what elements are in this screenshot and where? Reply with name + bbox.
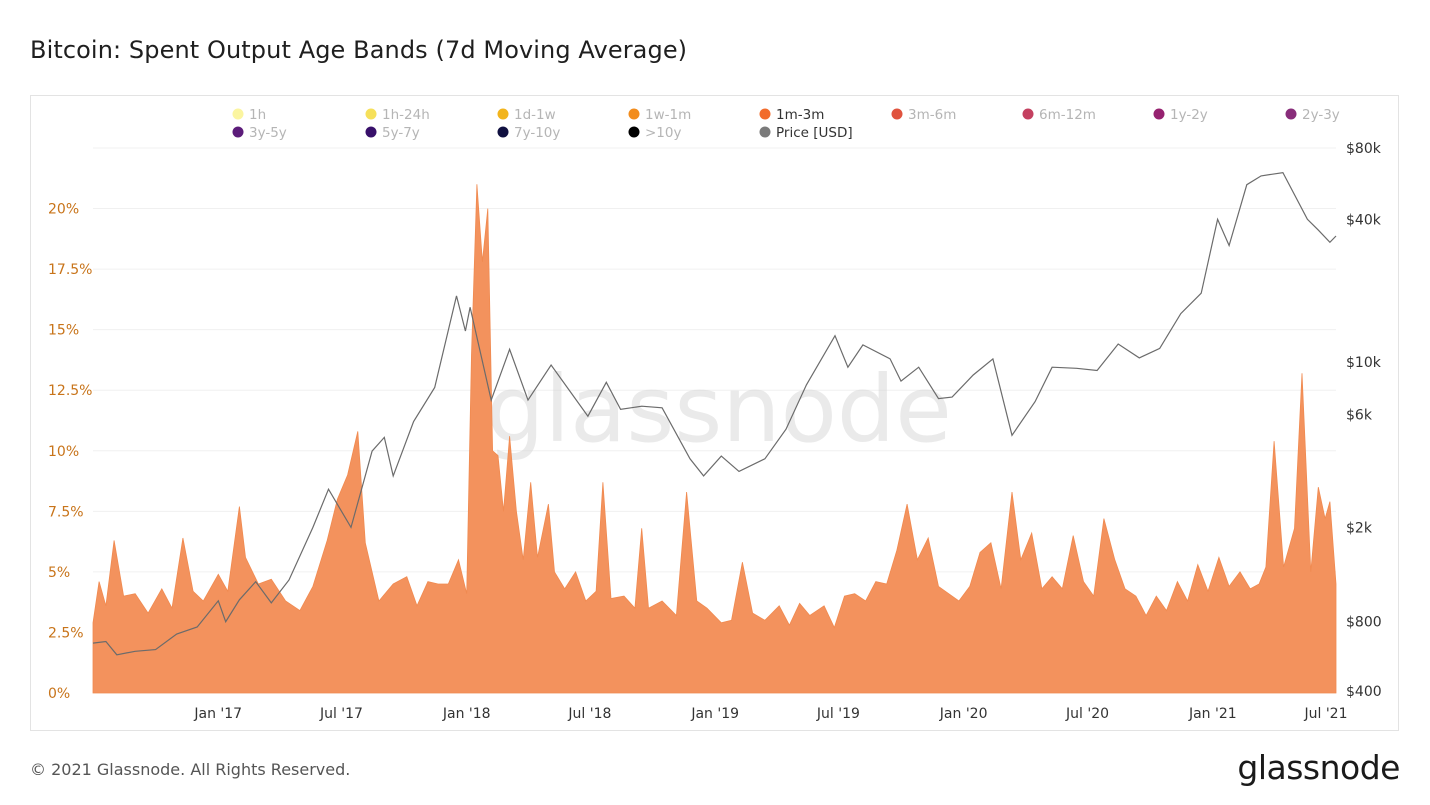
legend-label: 1y-2y [1170,107,1208,123]
legend-label: 3m-6m [908,107,956,123]
y-left-tick-label: 17.5% [48,262,92,278]
legend-dot-icon [1153,108,1165,120]
legend-dot-icon [232,108,244,120]
x-tick-label: Jan '19 [690,706,739,722]
y-left-tick-label: 12.5% [48,383,92,399]
y-right-tick-label: $800 [1346,615,1382,631]
legend-item-1w-1m: 1w-1m [628,107,691,123]
legend-item-6m-12m: 6m-12m [1022,107,1096,123]
y-axis-left-ticks: 0% 2.5% 5% 7.5% 10% 12.5% 15% 17.5% 20% [48,202,92,702]
legend-item-1d-1w: 1d-1w [497,107,556,123]
copyright-text: © 2021 Glassnode. All Rights Reserved. [30,760,351,779]
legend-dot-icon [628,108,640,120]
y-right-tick-label: $2k [1346,520,1373,536]
legend-dot-icon [759,108,771,120]
legend-label: 1d-1w [514,107,556,123]
legend-dot-icon [232,126,244,138]
legend-dot-icon [1285,108,1297,120]
legend-label: Price [USD] [776,125,853,141]
legend-label: 1h [249,107,266,123]
y-right-tick-label: $80k [1346,141,1382,157]
legend-label: 7y-10y [514,125,560,141]
y-left-tick-label: 5% [48,565,70,581]
x-axis-ticks: Jan '17 Jul '17 Jan '18 Jul '18 Jan '19 Jul '… [193,706,1347,722]
legend-item-5y-7y: 5y-7y [365,125,420,141]
legend-dot-icon [1022,108,1034,120]
legend-label: 2y-3y [1302,107,1340,123]
y-left-tick-label: 20% [48,202,79,218]
legend-dot-icon [365,126,377,138]
legend-dot-icon [497,126,509,138]
legend-item-3m-6m: 3m-6m [891,107,956,123]
chart-container: glassnode 0% 2.5% 5% 7.5% 10% 12.5% 15% 17.5% 20… [30,95,1399,731]
y-left-tick-label: 2.5% [48,625,84,641]
legend-item-price-usd-: Price [USD] [759,125,853,141]
legend-item--10y: >10y [628,125,681,141]
legend-item-1h: 1h [232,107,266,123]
x-tick-label: Jul '20 [1065,706,1109,722]
x-tick-label: Jan '17 [193,706,242,722]
legend-label: 5y-7y [382,125,420,141]
chart-title: Bitcoin: Spent Output Age Bands (7d Movi… [30,36,688,64]
y-right-tick-label: $10k [1346,355,1382,371]
glassnode-logo: glassnode [1237,748,1400,787]
y-left-tick-label: 10% [48,444,79,460]
legend-label: 1m-3m [776,107,824,123]
legend-dot-icon [759,126,771,138]
legend-item-1m-3m: 1m-3m [759,107,824,123]
x-tick-label: Jan '20 [939,706,988,722]
legend: 1h 1h-24h 1d-1w 1w-1m 1m-3m 3m-6m 6m-12m 1y-2y 2… [232,107,1340,141]
legend-label: 1h-24h [382,107,430,123]
x-tick-label: Jul '21 [1303,706,1347,722]
watermark-logo: glassnode [486,356,952,463]
y-right-tick-label: $6k [1346,407,1373,423]
legend-label: 3y-5y [249,125,287,141]
x-tick-label: Jul '19 [816,706,860,722]
x-tick-label: Jan '21 [1188,706,1237,722]
y-right-tick-label: $400 [1346,684,1382,700]
legend-item-1y-2y: 1y-2y [1153,107,1208,123]
price-line [92,171,1337,656]
legend-item-7y-10y: 7y-10y [497,125,560,141]
y-axis-right-ticks: $400 $800 $2k $6k $10k $40k $80k [1346,141,1382,700]
legend-item-1h-24h: 1h-24h [365,107,430,123]
legend-label: 1w-1m [645,107,691,123]
legend-dot-icon [497,108,509,120]
y-left-tick-label: 0% [48,686,70,702]
spent-output-age-bands-chart: glassnode 0% 2.5% 5% 7.5% 10% 12.5% 15% 17.5% 20… [48,107,1382,722]
y-right-tick-label: $40k [1346,212,1382,228]
legend-label: 6m-12m [1039,107,1096,123]
legend-dot-icon [365,108,377,120]
area-1m-3m [92,184,1337,694]
y-left-tick-label: 7.5% [48,504,84,520]
legend-dot-icon [891,108,903,120]
legend-dot-icon [628,126,640,138]
legend-label: >10y [645,125,681,141]
legend-item-2y-3y: 2y-3y [1285,107,1340,123]
x-tick-label: Jul '18 [567,706,611,722]
y-left-tick-label: 15% [48,323,79,339]
x-tick-label: Jul '17 [319,706,363,722]
legend-item-3y-5y: 3y-5y [232,125,287,141]
x-tick-label: Jan '18 [442,706,491,722]
